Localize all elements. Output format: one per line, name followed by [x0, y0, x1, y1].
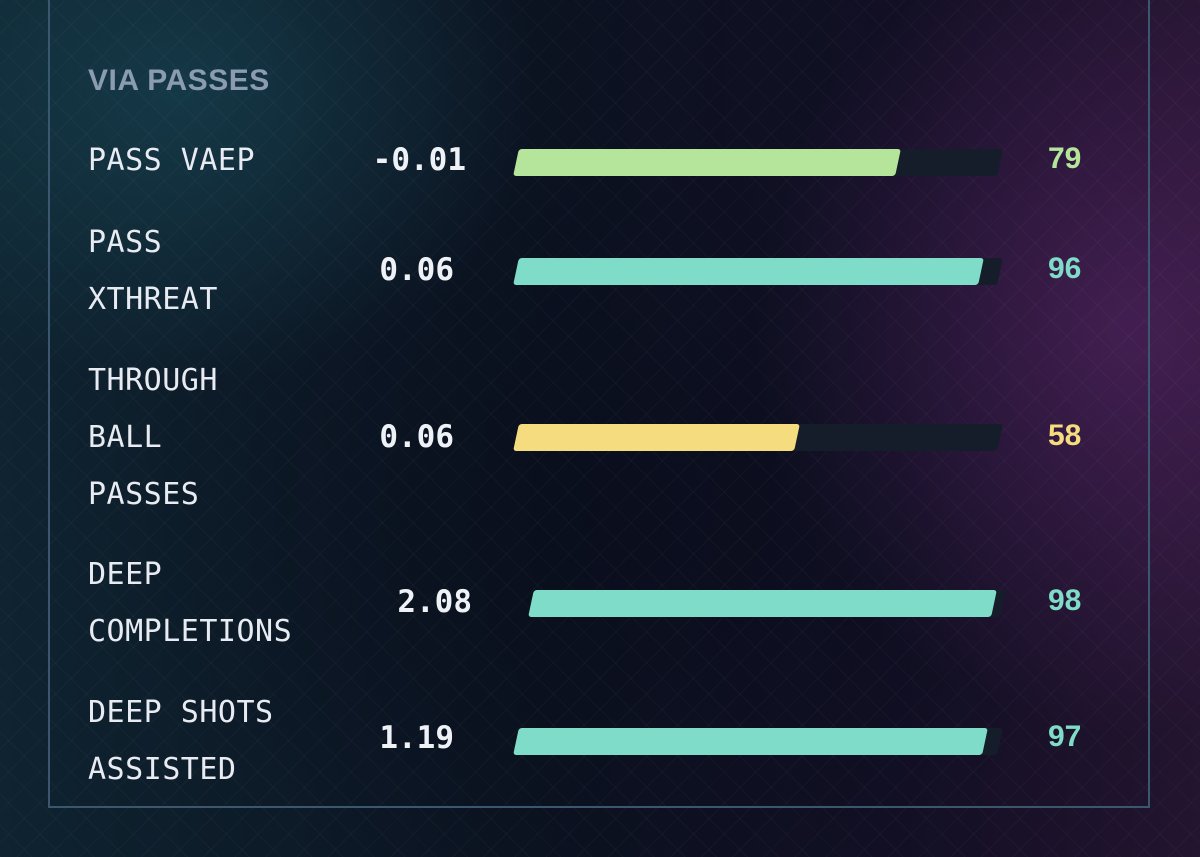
section-title: VIA PASSES [88, 64, 270, 97]
percentile-bar-fill [513, 258, 984, 285]
metric-label: DEEP COMPLETIONS [88, 557, 293, 649]
percentile-bar [528, 590, 1006, 617]
percentile-value: 96 [1048, 252, 1082, 285]
percentile-bar-fill [513, 149, 902, 176]
percentile-value: 79 [1048, 142, 1082, 175]
metric-value: 1.19 [379, 720, 454, 756]
percentile-bar [513, 728, 1003, 755]
percentile-bar [513, 424, 1003, 451]
percentile-bar-fill [513, 424, 800, 451]
metric-label: DEEP SHOTS ASSISTED [88, 695, 274, 787]
percentile-value: 98 [1048, 584, 1082, 617]
percentile-bar [513, 149, 1003, 176]
metric-label: THROUGH BALL PASSES [88, 363, 218, 512]
metric-value: -0.01 [372, 142, 466, 178]
metric-label: PASS VAEP [88, 143, 256, 178]
stats-card [48, 0, 1150, 808]
metric-value: 0.06 [379, 252, 454, 288]
percentile-bar-fill [513, 728, 989, 755]
metric-value: 0.06 [379, 419, 454, 455]
metric-value: 2.08 [397, 584, 472, 620]
percentile-bar-fill [528, 590, 997, 617]
percentile-value: 58 [1048, 419, 1082, 452]
percentile-value: 97 [1048, 720, 1082, 753]
metric-label: PASS XTHREAT [88, 225, 218, 317]
percentile-bar [513, 258, 1003, 285]
